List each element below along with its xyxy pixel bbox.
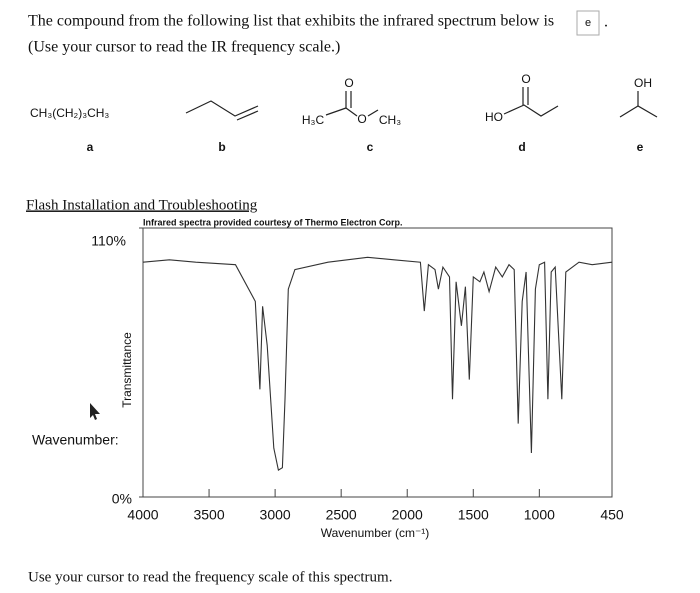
atom: CH₃ xyxy=(379,113,401,127)
x-tick-label: 1000 xyxy=(524,507,555,523)
x-axis-label: Wavenumber (cm⁻¹) xyxy=(321,526,430,540)
cursor-label: Wavenumber: xyxy=(32,432,119,448)
answer[interactable]: e xyxy=(585,17,591,29)
y-axis-label: Transmittance xyxy=(120,332,134,408)
bond xyxy=(236,110,259,121)
atom: O xyxy=(521,72,530,86)
atom: OH xyxy=(634,76,652,90)
instruction: (Use your cursor to read the IR frequenc… xyxy=(28,39,340,56)
y-tick-label: 0% xyxy=(112,491,132,507)
molecules: CH₃(CH₂)₃CH₃ a b O H₃C O CH₃ c O HO d OH… xyxy=(30,72,658,154)
atom: O xyxy=(344,76,353,90)
x-tick-label: 4000 xyxy=(127,507,158,523)
footer: Use your cursor to read the frequency sc… xyxy=(28,569,392,585)
credit: Infrared spectra provided courtesy of Th… xyxy=(143,217,403,227)
x-tick-label: 450 xyxy=(600,507,624,523)
answer-box[interactable] xyxy=(576,10,600,36)
bond xyxy=(325,107,347,116)
bond xyxy=(503,104,559,117)
atom: O xyxy=(357,112,366,126)
option-label: a xyxy=(87,140,94,154)
option-label: d xyxy=(518,140,525,154)
option-label: c xyxy=(367,140,374,154)
cursor-icon xyxy=(90,403,100,420)
option-label: b xyxy=(218,140,225,154)
question-end: . xyxy=(604,14,608,31)
x-tick-label: 3500 xyxy=(193,507,224,523)
x-tick-label: 3000 xyxy=(260,507,291,523)
bond xyxy=(619,105,658,118)
x-tick-label: 1500 xyxy=(458,507,489,523)
help-link[interactable]: Flash Installation and Troubleshooting xyxy=(26,197,258,213)
x-tick-label: 2000 xyxy=(392,507,423,523)
atom: HO xyxy=(485,110,503,124)
atom: H₃C xyxy=(302,113,325,127)
bond xyxy=(345,107,358,117)
plot-frame xyxy=(142,227,613,498)
bond xyxy=(367,109,379,117)
option-label: e xyxy=(637,140,644,154)
formula: CH₃(CH₂)₃CH₃ xyxy=(30,106,109,120)
bond xyxy=(185,100,259,117)
x-tick-label: 2500 xyxy=(326,507,357,523)
spectrum-line xyxy=(142,256,613,471)
y-tick-label: 110% xyxy=(91,233,126,249)
question-text: The compound from the following list tha… xyxy=(28,13,554,30)
